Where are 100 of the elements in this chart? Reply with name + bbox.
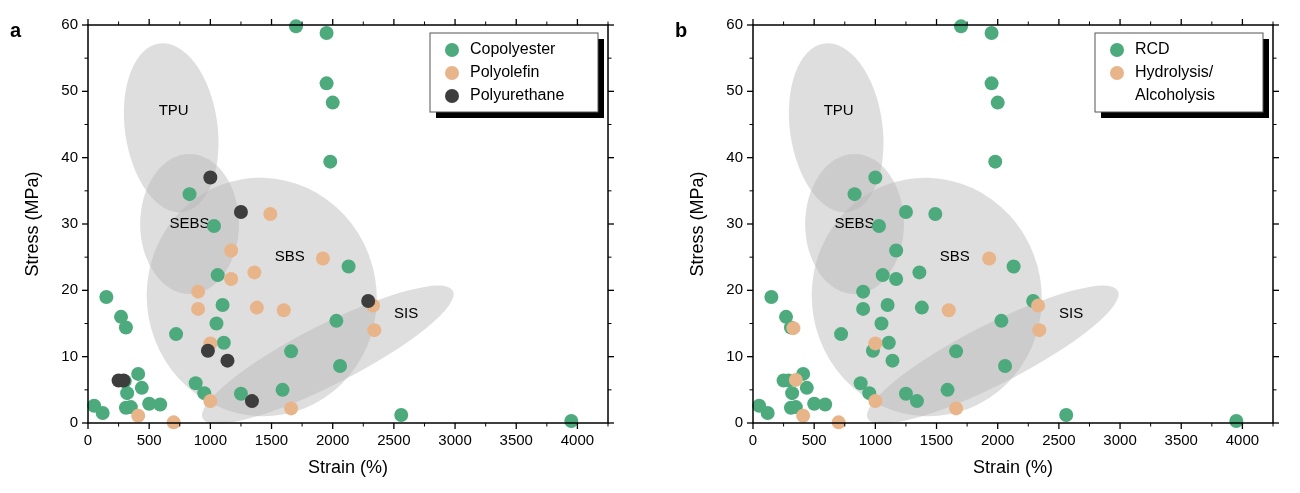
point (210, 268, 225, 283)
point (928, 207, 943, 222)
point (114, 309, 129, 324)
point (949, 401, 964, 416)
point (799, 380, 814, 395)
point (764, 289, 779, 304)
point (853, 376, 868, 391)
y-tick-label: 40 (726, 147, 743, 165)
point (182, 187, 197, 202)
point (994, 313, 1009, 328)
point (220, 353, 235, 368)
point (131, 408, 146, 423)
point (191, 284, 206, 299)
point (325, 95, 340, 110)
point (203, 170, 218, 185)
point (796, 408, 811, 423)
point (856, 301, 871, 316)
point (118, 320, 133, 335)
legend-label: RCD (1135, 40, 1170, 58)
point (914, 300, 929, 315)
y-axis-title: Stress (MPa) (22, 171, 42, 277)
point (940, 382, 955, 397)
point (984, 76, 999, 91)
point (1031, 298, 1046, 313)
point (898, 205, 913, 220)
point (329, 313, 344, 328)
point (868, 394, 883, 409)
point (984, 25, 999, 40)
point (284, 344, 299, 359)
point (1032, 323, 1047, 338)
point (224, 243, 239, 258)
annotation: SEBS (834, 213, 875, 231)
y-tick-label: 50 (61, 81, 78, 99)
x-tick-label: 2500 (1042, 431, 1076, 448)
x-tick-label: 500 (136, 431, 162, 448)
annotation: TPU (823, 101, 854, 119)
annotation: SBS (274, 247, 305, 265)
point (191, 301, 206, 316)
point (209, 316, 224, 331)
point (361, 293, 376, 308)
point (872, 218, 887, 233)
x-tick-label: 1500 (919, 431, 954, 448)
point (188, 376, 203, 391)
x-tick-label: 2000 (316, 431, 350, 448)
annotation: SBS (939, 247, 970, 265)
point (394, 408, 409, 423)
point (131, 366, 146, 381)
y-tick-label: 40 (61, 147, 78, 165)
point (998, 358, 1013, 373)
point (982, 251, 997, 266)
legend-label: Polyolefin (470, 63, 540, 81)
x-axis-title: Strain (%) (307, 457, 389, 477)
y-tick-label: 50 (726, 81, 743, 99)
point (207, 218, 222, 233)
point (120, 386, 135, 401)
point (949, 344, 964, 359)
point (263, 207, 278, 222)
annotation: SIS (1059, 303, 1084, 321)
x-tick-label: 4000 (560, 431, 595, 448)
y-tick-label: 60 (61, 14, 78, 32)
point (247, 265, 262, 280)
y-tick-label: 10 (61, 346, 78, 364)
point (788, 372, 803, 387)
annotation: SEBS (169, 213, 210, 231)
point (909, 394, 924, 409)
x-tick-label: 4000 (1225, 431, 1260, 448)
point (1059, 408, 1074, 423)
y-tick-label: 30 (61, 213, 78, 231)
x-tick-label: 3000 (1103, 431, 1137, 448)
point (779, 309, 794, 324)
x-tick-label: 1500 (254, 431, 289, 448)
y-tick-label: 0 (69, 412, 78, 430)
point (284, 401, 299, 416)
y-tick-label: 20 (726, 280, 743, 298)
point (367, 323, 382, 338)
point (224, 272, 239, 287)
point (868, 336, 883, 351)
point (785, 386, 800, 401)
point (169, 327, 184, 342)
point (95, 406, 110, 421)
point (889, 243, 904, 258)
y-tick-label: 20 (61, 280, 78, 298)
point (275, 382, 290, 397)
point (889, 272, 904, 287)
point (834, 327, 849, 342)
x-tick-label: 3500 (499, 431, 533, 448)
x-tick-label: 0 (83, 431, 93, 448)
point (1006, 259, 1021, 274)
point (818, 397, 833, 412)
point (99, 289, 114, 304)
y-tick-label: 60 (726, 14, 743, 32)
point (341, 259, 356, 274)
y-axis-title: Stress (MPa) (687, 171, 707, 277)
point (233, 386, 248, 401)
point (898, 386, 913, 401)
legend-label: Hydrolysis/ Alcoholysis (1135, 63, 1216, 104)
point (134, 380, 149, 395)
x-axis-title: Strain (%) (972, 457, 1054, 477)
y-tick-label: 0 (734, 412, 743, 430)
point (244, 394, 259, 409)
